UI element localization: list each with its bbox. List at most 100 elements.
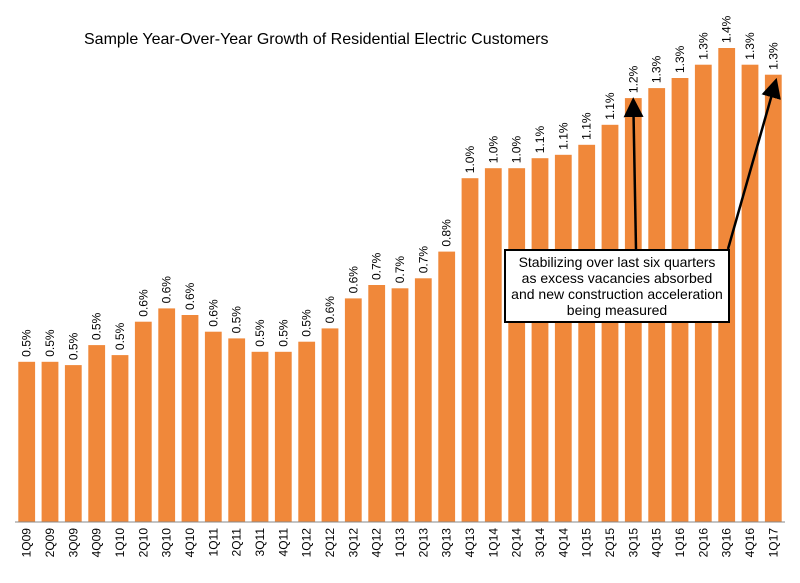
- x-tick-2Q09: 2Q09: [43, 528, 57, 558]
- bar-2Q12: [321, 328, 339, 522]
- x-tick-4Q16: 4Q16: [743, 528, 757, 558]
- bar-4Q14: [554, 154, 572, 523]
- x-tick-3Q15: 3Q15: [626, 528, 640, 558]
- bar-3Q12: [344, 298, 362, 522]
- bar-1Q17: [764, 74, 782, 522]
- bar-4Q12: [368, 285, 386, 522]
- x-tick-2Q12: 2Q12: [323, 528, 337, 558]
- data-label-1Q16: 1.3%: [673, 45, 687, 73]
- x-tick-1Q11: 1Q11: [206, 528, 220, 557]
- x-tick-2Q16: 2Q16: [696, 528, 710, 558]
- data-label-3Q10: 0.6%: [160, 276, 174, 304]
- x-tick-4Q13: 4Q13: [463, 528, 477, 558]
- data-label-1Q10: 0.5%: [113, 322, 127, 350]
- x-tick-1Q15: 1Q15: [580, 528, 594, 558]
- data-label-4Q13: 1.0%: [463, 146, 477, 174]
- data-label-4Q15: 1.3%: [650, 55, 664, 83]
- data-label-1Q17: 1.3%: [766, 42, 780, 70]
- data-label-1Q14: 1.0%: [486, 136, 500, 164]
- bar-1Q15: [578, 144, 596, 523]
- bar-3Q13: [438, 251, 456, 522]
- annotation-line-2: as excess vacancies absorbed: [521, 270, 713, 286]
- bar-4Q10: [181, 315, 199, 522]
- data-label-2Q15: 1.1%: [603, 92, 617, 120]
- bar-2Q15: [601, 124, 619, 523]
- bar-3Q09: [64, 365, 82, 522]
- bar-4Q09: [88, 345, 106, 522]
- data-label-4Q16: 1.3%: [743, 32, 757, 60]
- arrow-to-3Q15: [623, 97, 644, 250]
- x-tick-1Q16: 1Q16: [673, 528, 687, 558]
- chart-title: Sample Year-Over-Year Growth of Resident…: [84, 31, 549, 48]
- bar-1Q14: [484, 168, 502, 522]
- data-label-1Q09: 0.5%: [20, 329, 34, 357]
- data-label-2Q11: 0.5%: [230, 306, 244, 334]
- x-tick-4Q12: 4Q12: [370, 528, 384, 558]
- x-tick-4Q10: 4Q10: [183, 528, 197, 558]
- annotation-callout: Stabilizing over last six quarters as ex…: [504, 249, 730, 323]
- x-tick-1Q12: 1Q12: [300, 528, 314, 558]
- x-tick-1Q17: 1Q17: [766, 528, 780, 558]
- x-tick-2Q15: 2Q15: [603, 528, 617, 558]
- x-tick-3Q12: 3Q12: [346, 528, 360, 558]
- data-label-3Q12: 0.6%: [346, 266, 360, 294]
- x-tick-3Q10: 3Q10: [160, 528, 174, 558]
- data-label-2Q14: 1.0%: [510, 136, 524, 164]
- x-tick-2Q10: 2Q10: [136, 528, 150, 558]
- bar-4Q13: [461, 178, 479, 522]
- bar-4Q11: [274, 351, 292, 522]
- bar-3Q14: [531, 158, 549, 522]
- callout-arrows: [623, 77, 781, 250]
- x-tick-3Q09: 3Q09: [66, 528, 80, 558]
- bar-2Q13: [414, 278, 432, 522]
- data-label-2Q09: 0.5%: [43, 329, 57, 357]
- data-label-3Q15: 1.2%: [626, 65, 640, 93]
- bar-1Q13: [391, 288, 409, 522]
- x-tick-2Q13: 2Q13: [416, 528, 430, 558]
- data-label-4Q09: 0.5%: [90, 312, 104, 340]
- data-label-4Q14: 1.1%: [556, 122, 570, 150]
- data-label-4Q12: 0.7%: [370, 252, 384, 280]
- bar-2Q14: [508, 168, 526, 522]
- x-tick-3Q14: 3Q14: [533, 528, 547, 558]
- annotation-line-4: being measured: [566, 302, 668, 318]
- bar-3Q11: [251, 351, 269, 522]
- data-label-2Q13: 0.7%: [416, 246, 430, 274]
- bar-1Q10: [111, 355, 129, 522]
- x-tick-3Q16: 3Q16: [720, 528, 734, 558]
- bar-1Q12: [298, 341, 316, 522]
- data-label-4Q10: 0.6%: [183, 282, 197, 310]
- x-tick-4Q11: 4Q11: [276, 528, 290, 557]
- bar-3Q10: [158, 308, 176, 522]
- data-label-3Q14: 1.1%: [533, 126, 547, 154]
- data-label-3Q11: 0.5%: [253, 319, 267, 347]
- x-tick-labels-group: 1Q09 2Q09 3Q09 4Q09 1Q10 2Q10 3Q10 4Q10 1Q11 2Q11…: [20, 528, 781, 558]
- bar-2Q10: [134, 321, 152, 522]
- x-tick-3Q13: 3Q13: [440, 528, 454, 558]
- x-tick-1Q14: 1Q14: [486, 528, 500, 558]
- annotation-line-3: and new construction acceleration: [511, 286, 723, 302]
- data-label-3Q13: 0.8%: [440, 219, 454, 247]
- x-tick-4Q09: 4Q09: [90, 528, 104, 558]
- data-label-4Q11: 0.5%: [276, 319, 290, 347]
- x-tick-2Q11: 2Q11: [230, 528, 244, 557]
- arrow-to-1Q17: [726, 77, 781, 250]
- bar-4Q16: [741, 64, 759, 522]
- bar-2Q09: [41, 361, 59, 522]
- bar-1Q11: [204, 331, 222, 522]
- data-label-3Q16: 1.4%: [720, 15, 734, 43]
- annotation-line-1: Stabilizing over last six quarters: [518, 254, 716, 270]
- x-tick-1Q10: 1Q10: [113, 528, 127, 558]
- x-tick-2Q14: 2Q14: [510, 528, 524, 558]
- data-label-1Q15: 1.1%: [580, 112, 594, 140]
- x-tick-1Q09: 1Q09: [20, 528, 34, 558]
- x-tick-1Q13: 1Q13: [393, 528, 407, 558]
- data-label-1Q13: 0.7%: [393, 256, 407, 284]
- data-label-2Q10: 0.6%: [136, 289, 150, 317]
- x-tick-3Q11: 3Q11: [253, 528, 267, 557]
- data-label-1Q12: 0.5%: [300, 309, 314, 337]
- bar-2Q11: [228, 338, 246, 522]
- data-label-1Q11: 0.6%: [206, 299, 220, 327]
- data-label-2Q16: 1.3%: [696, 32, 710, 60]
- x-tick-4Q14: 4Q14: [556, 528, 570, 558]
